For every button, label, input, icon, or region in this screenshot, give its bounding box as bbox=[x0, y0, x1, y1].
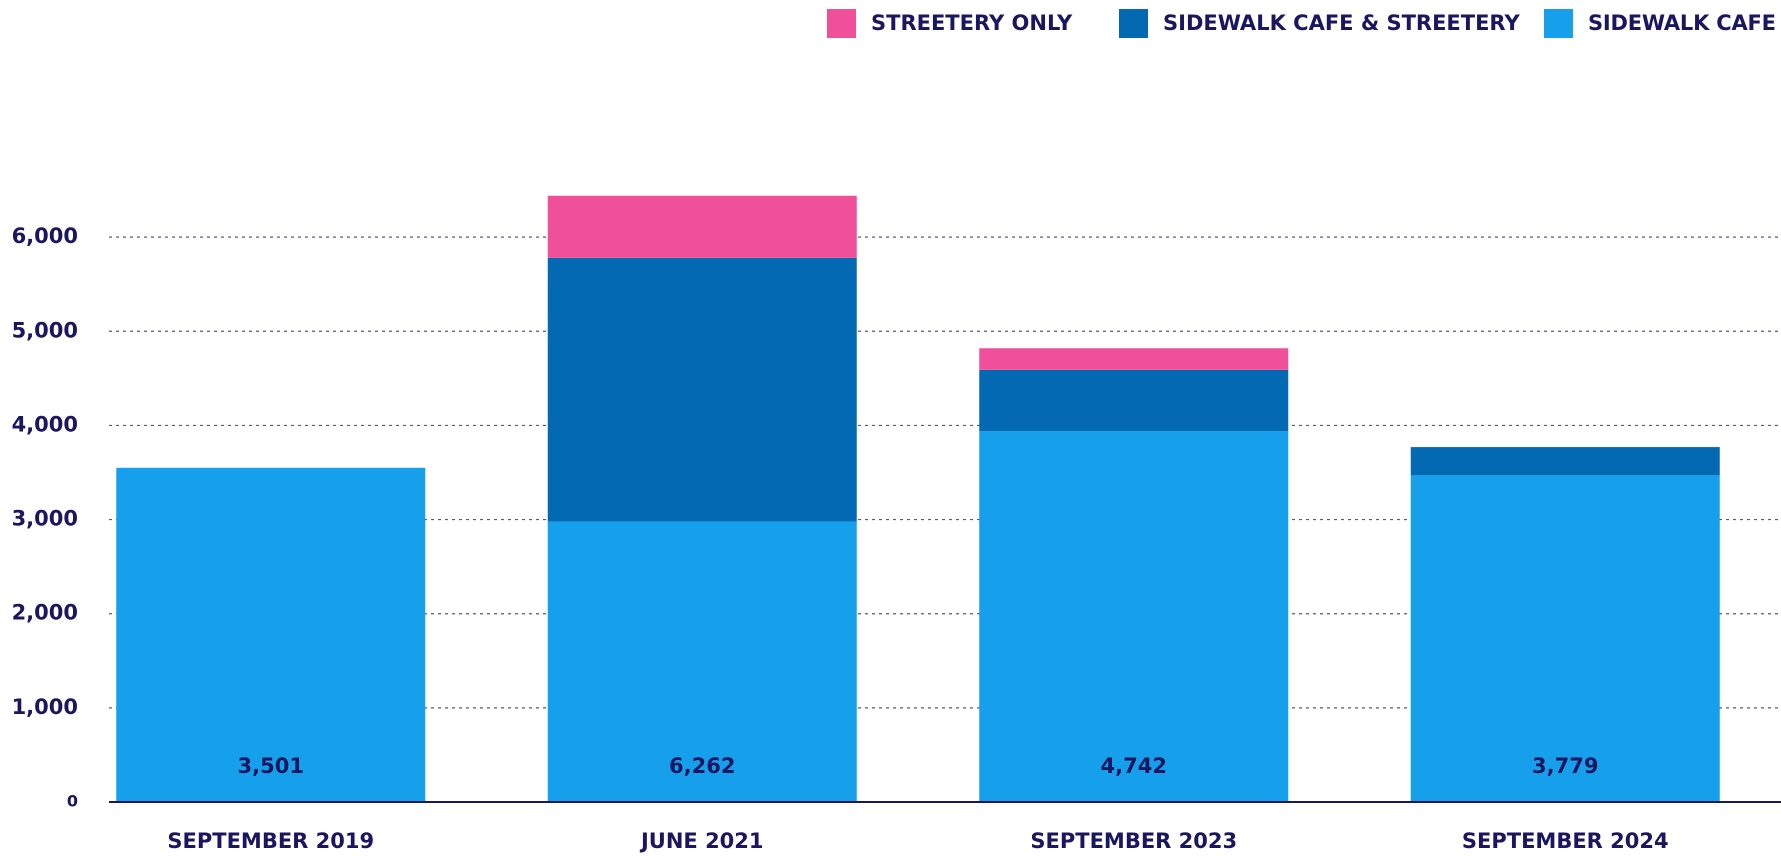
bar-segment bbox=[979, 348, 1289, 370]
total-label: 3,779 bbox=[1532, 754, 1598, 778]
y-tick-label: 2,000 bbox=[12, 601, 78, 625]
legend-label: SIDEWALK CAFE & STREETERY bbox=[1163, 11, 1520, 35]
bar-segment bbox=[979, 369, 1289, 432]
x-tick-label: SEPTEMBER 2023 bbox=[1030, 829, 1237, 853]
total-label: 6,262 bbox=[669, 754, 735, 778]
y-tick-label: 6,000 bbox=[12, 224, 78, 248]
legend-swatch bbox=[1119, 9, 1148, 38]
legend-swatch bbox=[1544, 9, 1573, 38]
bar-segment bbox=[547, 521, 857, 802]
bar-segment bbox=[547, 195, 857, 258]
y-tick-label: 1,000 bbox=[12, 695, 78, 719]
bar-segment bbox=[1410, 475, 1720, 802]
legend-swatch bbox=[827, 9, 856, 38]
y-tick-label: 5,000 bbox=[12, 318, 78, 342]
legend-label: SIDEWALK CAFE bbox=[1588, 11, 1776, 35]
x-tick-label: JUNE 2021 bbox=[639, 829, 764, 853]
y-tick-label: 4,000 bbox=[12, 412, 78, 436]
bar-segment bbox=[116, 467, 426, 802]
x-tick-label: SEPTEMBER 2019 bbox=[167, 829, 374, 853]
y-tick-label: 3,000 bbox=[12, 507, 78, 531]
y-tick-label: 0 bbox=[67, 792, 78, 811]
bar-segment bbox=[979, 431, 1289, 802]
bar-segment bbox=[547, 257, 857, 522]
total-label: 4,742 bbox=[1101, 754, 1167, 778]
x-tick-label: SEPTEMBER 2024 bbox=[1462, 829, 1669, 853]
total-label: 3,501 bbox=[238, 754, 304, 778]
legend-label: STREETERY ONLY bbox=[871, 11, 1073, 35]
bar-segment bbox=[1410, 447, 1720, 476]
